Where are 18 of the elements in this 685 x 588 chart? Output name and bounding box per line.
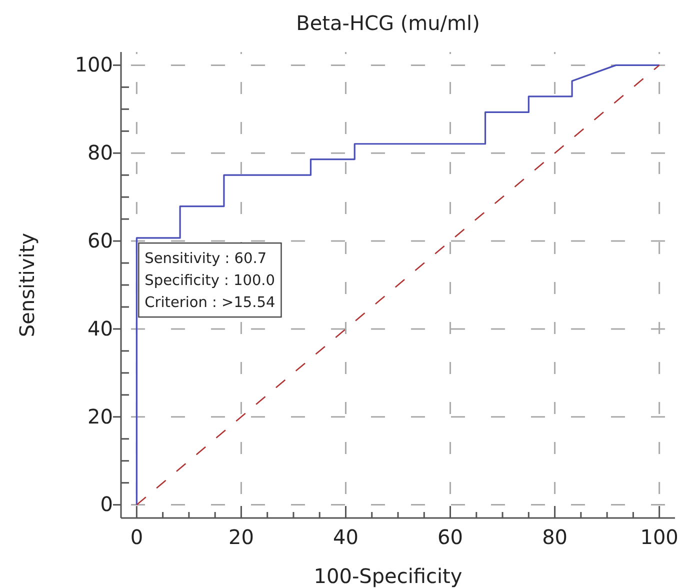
chart-title: Beta-HCG (mu/ml) — [296, 11, 480, 35]
x-tick-label: 0 — [130, 525, 144, 550]
x-tick-label: 80 — [542, 525, 568, 550]
y-tick-label: 0 — [100, 492, 113, 516]
x-tick-label: 20 — [228, 525, 254, 550]
annotation: Criterion : >15.54 — [144, 295, 276, 312]
y-tick-label: 100 — [74, 52, 113, 77]
y-tick-label: 40 — [88, 316, 113, 340]
y-tick-label: 80 — [88, 140, 113, 165]
annotation: Sensitivity : 60.7 — [144, 251, 267, 268]
y-axis-title: Sensitivity — [15, 232, 39, 338]
y-tick-label: 20 — [88, 404, 113, 428]
y-tick-label: 60 — [88, 228, 113, 252]
x-tick-label: 60 — [438, 525, 463, 550]
x-tick-label: 40 — [333, 525, 358, 550]
x-tick-label: 100 — [640, 525, 678, 550]
annotation: Specificity : 100.0 — [144, 273, 276, 290]
x-axis-title: 100-Specificity — [314, 564, 462, 588]
